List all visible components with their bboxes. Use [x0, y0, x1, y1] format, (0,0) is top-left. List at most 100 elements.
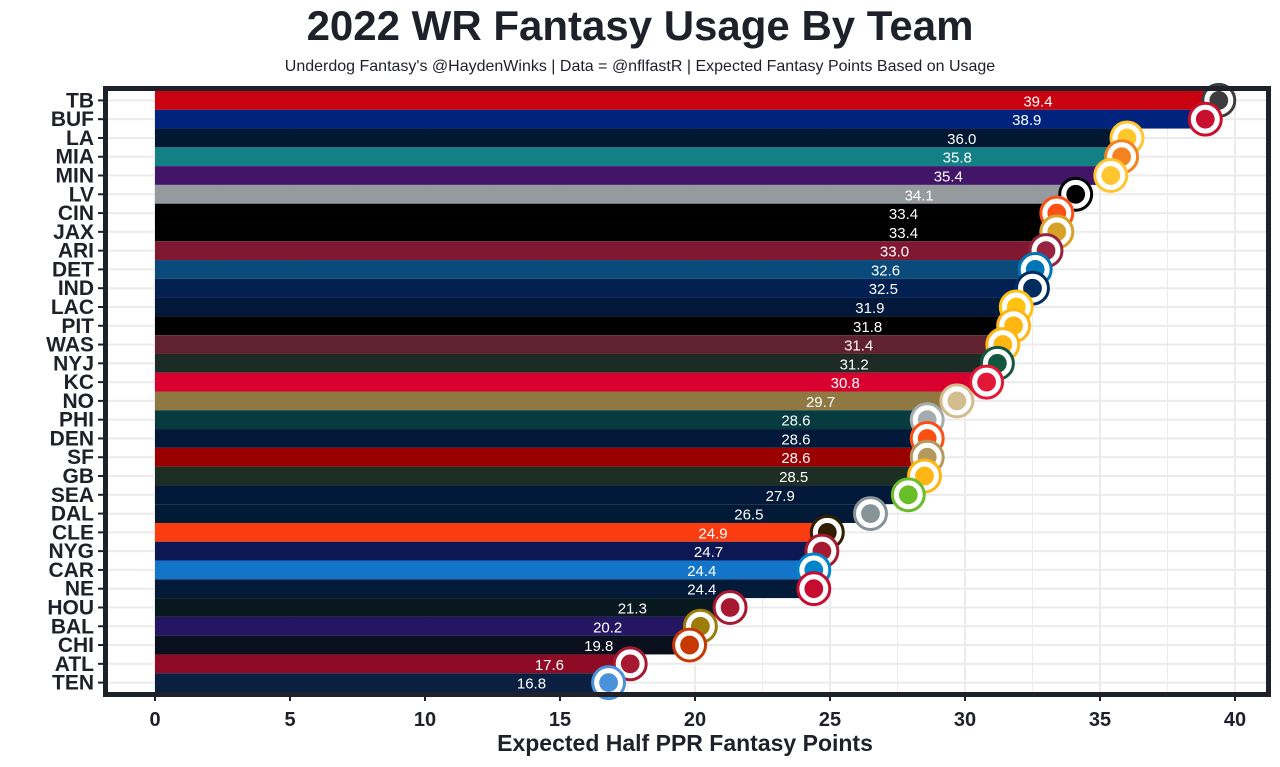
bar-was [155, 335, 1003, 354]
team-logo-icon [599, 673, 618, 692]
x-tick-label: 40 [1224, 709, 1246, 731]
value-label: 28.6 [781, 431, 810, 448]
y-tick-label: NYJ [53, 352, 94, 375]
bar-ne [155, 579, 814, 599]
y-tick-label: PHI [59, 409, 94, 432]
value-label: 39.4 [1023, 93, 1052, 110]
y-tick-label: DET [52, 258, 94, 281]
bar-mia [155, 147, 1122, 167]
value-label: 24.4 [687, 563, 716, 580]
bar-dal [155, 504, 871, 523]
team-logo-icon [861, 504, 880, 523]
value-label: 27.9 [766, 488, 795, 505]
bar-min [155, 166, 1111, 185]
bar-pit [155, 316, 1014, 336]
y-tick-label: LA [66, 127, 94, 150]
value-label: 19.8 [584, 638, 613, 655]
value-label: 34.1 [905, 187, 934, 204]
team-logo-icon [898, 485, 918, 505]
bar-tb [155, 91, 1219, 110]
value-label: 28.6 [781, 450, 810, 467]
y-tick-label: JAX [53, 221, 94, 244]
team-logo-icon [977, 372, 996, 392]
y-tick-label: CLE [52, 521, 94, 544]
value-label: 16.8 [517, 676, 546, 693]
y-tick-label: KC [64, 371, 94, 394]
value-label: 35.8 [943, 150, 972, 167]
team-logo-icon [1066, 184, 1086, 204]
value-label: 33.4 [889, 206, 918, 223]
bar-gb [155, 466, 925, 486]
y-tick-label: NYG [48, 540, 94, 563]
bar-ind [155, 278, 1033, 298]
y-tick-label: NE [65, 578, 94, 601]
y-tick-label: DAL [51, 503, 94, 526]
value-label: 28.5 [779, 469, 808, 486]
x-tick-label: 0 [149, 709, 160, 731]
value-label: 33.0 [880, 244, 909, 261]
value-label: 31.4 [844, 338, 873, 355]
team-logo-icon [1101, 166, 1121, 185]
bar-jax [155, 222, 1057, 242]
bar-atl [155, 654, 631, 674]
x-tick-label: 30 [954, 709, 976, 731]
bar-det [155, 260, 1036, 279]
value-label: 36.0 [947, 131, 976, 148]
bar-chi [155, 635, 690, 655]
x-tick-label: 20 [684, 709, 706, 731]
value-label: 32.6 [871, 262, 900, 279]
y-tick-label: GB [63, 465, 95, 488]
value-label: 31.9 [855, 300, 884, 317]
bar-no [155, 391, 957, 411]
x-tick-label: 5 [284, 709, 295, 731]
y-tick-label: WAS [46, 334, 94, 357]
bar-lv [155, 184, 1076, 204]
y-tick-label: BUF [51, 108, 94, 131]
x-tick-label: 10 [414, 709, 436, 731]
y-tick-label: NO [63, 390, 95, 413]
team-logo-icon [1195, 109, 1215, 129]
value-label: 32.5 [869, 281, 898, 298]
bar-lac [155, 297, 1017, 317]
y-tick-label: CHI [58, 634, 94, 657]
y-tick-label: BAL [51, 615, 94, 638]
chart-subtitle: Underdog Fantasy's @HaydenWinks | Data =… [284, 58, 996, 75]
y-tick-label: MIA [56, 146, 95, 169]
y-tick-label: DEN [50, 427, 94, 450]
team-logo-icon [804, 579, 824, 599]
value-label: 38.9 [1012, 112, 1041, 129]
panel-border [103, 86, 1271, 697]
x-tick-label: 25 [819, 709, 841, 731]
x-tick-label: 35 [1089, 709, 1111, 731]
value-label: 28.6 [781, 413, 810, 430]
value-label: 24.4 [687, 582, 716, 599]
y-tick-label: TB [66, 89, 94, 112]
bar-la [155, 128, 1127, 148]
bar-nyj [155, 353, 998, 373]
bar-buf [155, 109, 1206, 129]
value-label: 21.3 [618, 600, 647, 617]
team-logo-icon [620, 654, 640, 674]
bar-phi [155, 410, 928, 430]
y-tick-label: ATL [55, 653, 94, 676]
bar-sea [155, 485, 909, 505]
team-logo-icon [680, 635, 699, 655]
y-tick-label: PIT [61, 315, 94, 338]
y-tick-label: HOU [47, 596, 94, 619]
y-tick-label: LV [69, 183, 94, 206]
bar-ten [155, 673, 609, 692]
value-label: 33.4 [889, 225, 918, 242]
value-label: 17.6 [535, 657, 564, 674]
x-axis-label: Expected Half PPR Fantasy Points [497, 730, 873, 756]
team-logo-icon [720, 598, 740, 617]
bar-den [155, 429, 928, 448]
team-logo-icon [915, 466, 934, 486]
bar-ari [155, 241, 1046, 261]
bar-cle [155, 522, 828, 542]
team-logo-icon [947, 391, 967, 411]
y-tick-label: CIN [58, 202, 94, 225]
value-label: 35.4 [934, 169, 963, 186]
value-label: 29.7 [806, 394, 835, 411]
y-tick-label: MIN [56, 165, 95, 188]
